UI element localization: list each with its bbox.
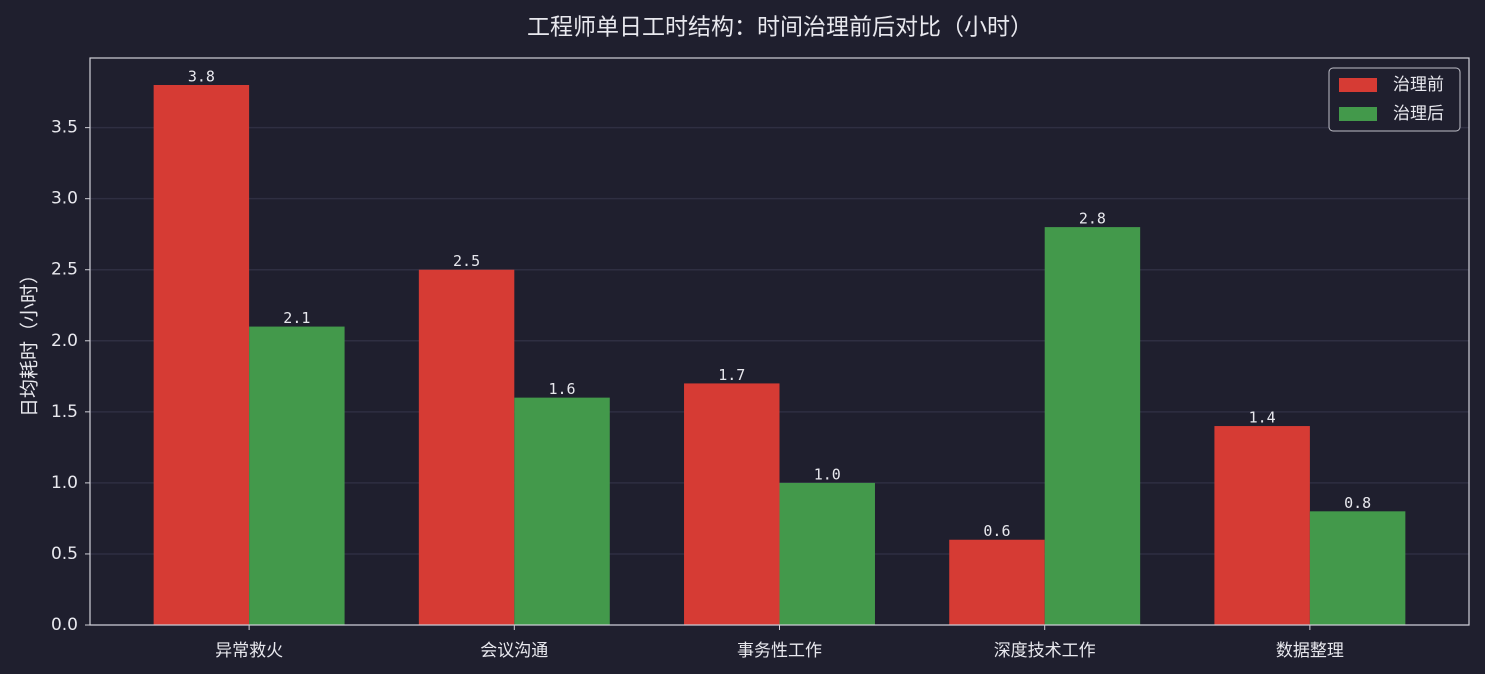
bar: [249, 326, 345, 625]
y-tick-label: 0.5: [51, 544, 78, 564]
value-label: 0.8: [1344, 494, 1371, 512]
x-tick-label: 会议沟通: [480, 641, 548, 661]
legend-swatch: [1339, 78, 1377, 92]
value-label: 1.6: [548, 380, 575, 398]
x-tick-label: 数据整理: [1276, 641, 1344, 661]
x-tick-label: 异常救火: [215, 641, 283, 661]
bar: [684, 383, 780, 625]
y-tick-label: 0.0: [51, 615, 78, 635]
bar: [153, 85, 250, 625]
x-tick-label: 深度技术工作: [994, 641, 1096, 661]
y-tick-label: 2.5: [51, 260, 78, 280]
y-axis-label: 日均耗时（小时）: [19, 265, 41, 417]
y-tick-label: 1.5: [51, 402, 78, 422]
y-tick-label: 2.0: [51, 331, 78, 351]
legend-swatch: [1339, 107, 1377, 121]
bar: [949, 539, 1045, 625]
value-label: 1.4: [1249, 409, 1276, 427]
value-label: 1.0: [814, 465, 841, 483]
value-label: 0.6: [983, 522, 1010, 540]
x-tick-label: 事务性工作: [737, 641, 822, 661]
bar: [1044, 227, 1141, 625]
legend-label: 治理前: [1393, 75, 1444, 95]
plot-frame: [89, 57, 1470, 626]
bar: [779, 482, 875, 625]
bar: [1309, 511, 1406, 625]
value-label: 2.8: [1079, 210, 1106, 228]
value-label: 3.8: [188, 68, 215, 86]
legend-label: 治理后: [1393, 104, 1444, 124]
value-label: 1.7: [718, 366, 745, 384]
y-tick-label: 3.5: [51, 118, 78, 138]
y-tick-label: 1.0: [51, 473, 78, 493]
value-label: 2.5: [453, 252, 480, 270]
y-tick-label: 3.0: [51, 189, 78, 209]
chart-title: 工程师单日工时结构：时间治理前后对比（小时）: [527, 15, 1033, 41]
bar: [1214, 426, 1310, 625]
value-label: 2.1: [283, 309, 310, 327]
bar: [514, 397, 610, 625]
bar: [418, 269, 515, 625]
